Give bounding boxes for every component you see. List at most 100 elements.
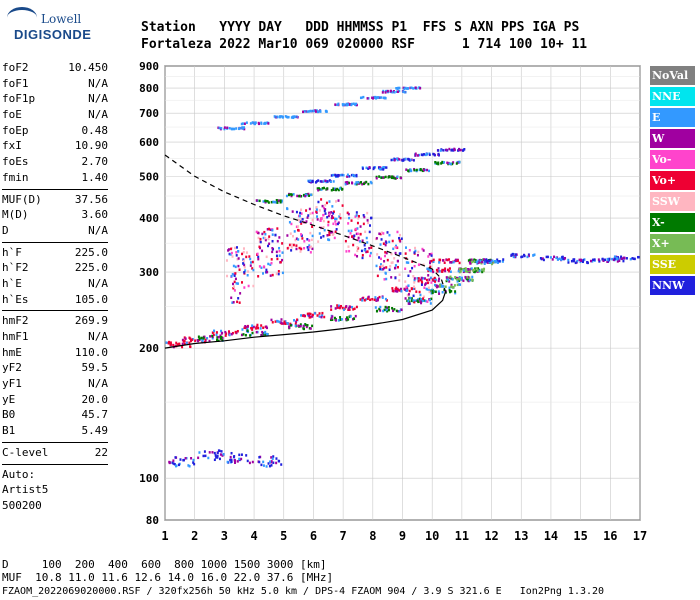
echo-point xyxy=(227,248,230,251)
echo-point xyxy=(275,116,278,119)
echo-point xyxy=(189,337,192,340)
echo-point xyxy=(434,290,437,294)
echo-point xyxy=(391,239,394,243)
echo-point xyxy=(383,254,386,258)
echo-point xyxy=(407,87,410,90)
echo-point xyxy=(318,232,321,235)
echo-point xyxy=(320,236,323,239)
echo-point xyxy=(355,214,358,217)
echo-point xyxy=(237,250,240,253)
x-tick-label: 16 xyxy=(603,529,617,543)
echo-point xyxy=(370,246,373,249)
echo-point xyxy=(412,159,415,162)
echo-point xyxy=(334,103,337,106)
echo-point xyxy=(427,286,430,290)
echo-point xyxy=(403,288,406,291)
echo-point xyxy=(422,295,425,299)
echo-point xyxy=(320,180,323,183)
echo-point xyxy=(423,286,426,289)
param-value: 5.49 xyxy=(81,424,109,438)
echo-point xyxy=(580,259,583,262)
echo-point xyxy=(408,300,411,304)
param-value: 45.7 xyxy=(81,408,109,422)
echo-point xyxy=(283,322,286,325)
echo-point xyxy=(172,343,175,347)
echo-point xyxy=(377,166,380,169)
echo-point xyxy=(458,268,461,271)
echo-point xyxy=(173,462,176,466)
echo-point xyxy=(234,272,237,275)
echo-point xyxy=(263,331,266,335)
param-group-1: foF2 10.450 foF1 N/A foF1p N/A foE N/A foEp 0.48 f… xyxy=(2,60,108,186)
echo-point xyxy=(396,265,399,269)
echo-point xyxy=(308,245,311,249)
echo-point xyxy=(367,221,370,225)
echo-point xyxy=(423,299,426,302)
echo-point xyxy=(274,233,277,237)
echo-point xyxy=(245,251,248,254)
echo-point xyxy=(438,270,441,273)
echo-point xyxy=(379,265,382,269)
echo-point xyxy=(295,320,298,324)
param-row-fmin: fmin 1.40 xyxy=(2,170,108,186)
echo-point xyxy=(416,277,419,280)
echo-point xyxy=(391,287,394,290)
echo-point xyxy=(264,232,267,236)
echo-point xyxy=(232,455,235,459)
echo-point xyxy=(238,453,241,457)
echo-point xyxy=(417,250,420,254)
echo-point xyxy=(382,267,385,271)
echo-point xyxy=(448,267,451,270)
echo-point xyxy=(248,255,251,258)
echo-point xyxy=(245,121,248,124)
echo-point xyxy=(236,257,239,261)
echo-point xyxy=(175,341,178,345)
echo-point xyxy=(424,168,427,172)
echo-point xyxy=(267,462,270,465)
echo-point xyxy=(486,259,489,262)
echo-point xyxy=(386,258,389,262)
echo-point xyxy=(365,236,368,240)
echo-point xyxy=(228,252,231,256)
echo-point xyxy=(376,309,379,313)
echo-point xyxy=(209,335,212,338)
echo-point xyxy=(245,255,248,259)
echo-point xyxy=(410,299,413,303)
echo-point xyxy=(324,179,327,183)
echo-point xyxy=(188,341,191,345)
echo-point xyxy=(456,278,459,281)
echo-point xyxy=(258,245,261,249)
echo-point xyxy=(394,276,397,280)
echo-point xyxy=(453,147,456,151)
echo-point xyxy=(266,270,269,274)
echo-point xyxy=(439,149,442,152)
echo-point xyxy=(450,260,453,264)
echo-point xyxy=(332,173,335,177)
echo-point xyxy=(284,115,287,118)
echo-point xyxy=(466,276,469,279)
echo-point xyxy=(182,458,185,462)
echo-point xyxy=(266,332,269,336)
echo-point xyxy=(574,261,577,265)
echo-point xyxy=(223,126,226,129)
echo-point xyxy=(216,338,219,342)
echo-point xyxy=(567,258,570,262)
echo-point xyxy=(586,261,589,265)
echo-point xyxy=(469,258,472,262)
echo-point xyxy=(257,257,260,261)
echo-point xyxy=(363,244,366,247)
echo-point xyxy=(434,278,437,282)
echo-point xyxy=(229,253,232,256)
echo-point xyxy=(339,187,342,190)
echo-point xyxy=(379,267,382,271)
echo-point xyxy=(327,238,330,241)
echo-point xyxy=(215,331,218,334)
echo-point xyxy=(346,180,349,184)
echo-point xyxy=(304,314,307,318)
echo-point xyxy=(555,256,558,260)
echo-point xyxy=(318,209,321,212)
echo-point xyxy=(264,199,267,203)
echo-point xyxy=(407,299,410,303)
echo-point xyxy=(239,292,242,295)
echo-point xyxy=(300,222,303,225)
